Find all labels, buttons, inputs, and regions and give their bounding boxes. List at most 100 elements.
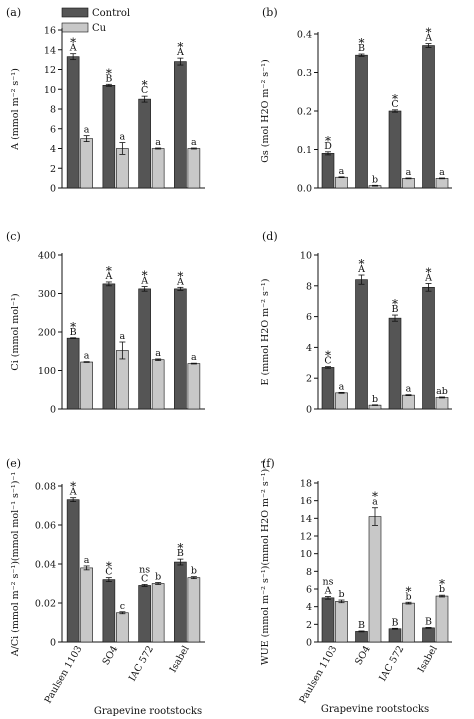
bar-control-3 xyxy=(138,585,151,643)
significance-letter: A xyxy=(357,264,365,275)
significance-letter: c xyxy=(120,601,125,612)
significance-letter: C xyxy=(141,85,148,96)
significance-letter: B xyxy=(425,616,432,627)
y-tick-label: 12 xyxy=(300,532,312,543)
y-tick-label: 0.02 xyxy=(35,599,56,610)
y-tick-label: 6 xyxy=(50,124,56,135)
panel-label: (c) xyxy=(6,230,21,243)
x-axis-title-right: Grapevine rootstocks xyxy=(321,704,429,715)
y-tick-label: 0 xyxy=(306,638,312,649)
bar-cu-4 xyxy=(435,178,449,189)
significance-letter: a xyxy=(84,125,90,136)
category-label: Paulsen 1103 xyxy=(43,644,85,705)
bar-control-1 xyxy=(66,499,80,643)
y-tick-label: 0 xyxy=(50,184,56,195)
significance-mark: * xyxy=(70,480,76,494)
bar-control-3 xyxy=(138,288,151,410)
y-tick-label: 16 xyxy=(300,496,312,507)
significance-mark: ns xyxy=(139,564,150,575)
bar-control-4 xyxy=(422,287,435,410)
y-axis-title: WUE (mmol m⁻² s⁻¹)(mmol H2O m⁻² s⁻¹)⁻¹ xyxy=(260,460,271,665)
y-tick-label: 0.4 xyxy=(297,30,312,41)
bar-cu-1 xyxy=(335,176,348,189)
bar-cu-4 xyxy=(435,595,449,643)
x-axis-title-left: Grapevine rootstocks xyxy=(94,706,202,717)
bar-cu-1 xyxy=(335,601,348,643)
significance-letter: a xyxy=(406,167,412,178)
significance-letter: B xyxy=(70,327,77,338)
significance-letter: b xyxy=(338,589,344,600)
panel-label: (d) xyxy=(262,230,278,243)
bar-cu-3 xyxy=(402,394,415,410)
bar-cu-3 xyxy=(151,148,165,189)
bar-cu-3 xyxy=(151,583,165,643)
significance-letter: b xyxy=(439,584,445,595)
significance-letter: a xyxy=(155,137,161,148)
bar-control-4 xyxy=(422,45,435,189)
significance-letter: B xyxy=(392,304,399,315)
significance-letter: C xyxy=(141,573,148,584)
y-tick-label: 16 xyxy=(44,26,56,37)
significance-letter: b xyxy=(155,572,161,583)
y-tick-label: 0.3 xyxy=(297,68,312,79)
significance-letter: C xyxy=(391,99,398,110)
panel-label: (f) xyxy=(262,457,275,470)
y-tick-label: 6 xyxy=(306,585,312,596)
significance-letter: A xyxy=(69,43,77,54)
bar-control-3 xyxy=(388,110,402,189)
bar-control-2 xyxy=(355,54,368,189)
significance-mark: * xyxy=(106,560,112,574)
y-tick-label: 4 xyxy=(50,144,56,155)
significance-mark: * xyxy=(372,490,378,504)
significance-mark: * xyxy=(406,584,412,598)
significance-letter: B xyxy=(177,548,184,559)
y-tick-label: 300 xyxy=(38,289,56,300)
y-axis-title: Ci (mmol mol⁻¹) xyxy=(10,293,21,370)
y-tick-label: 10 xyxy=(300,549,312,560)
y-tick-label: 400 xyxy=(38,251,56,262)
bar-control-4 xyxy=(174,288,187,410)
y-tick-label: 0 xyxy=(50,405,56,416)
bar-control-4 xyxy=(174,561,187,643)
significance-letter: C xyxy=(105,567,112,578)
category-label: IAC 572 xyxy=(127,644,156,683)
significance-mark: * xyxy=(106,264,112,278)
significance-letter: a xyxy=(406,384,412,395)
significance-letter: b xyxy=(372,174,378,185)
y-tick-label: 8 xyxy=(306,567,312,578)
significance-letter: a xyxy=(439,167,445,178)
significance-letter: A xyxy=(69,487,77,498)
significance-letter: B xyxy=(358,43,365,54)
panel-6: (f) 0 2 4 6 8 10 12 14 16 18 WUE (mmol m⁻² s⁻¹)(mmo… xyxy=(260,457,452,705)
bar-control-1 xyxy=(66,337,80,410)
y-tick-label: 6 xyxy=(306,312,312,323)
category-label: SO4 xyxy=(101,644,121,667)
y-tick-label: 2 xyxy=(306,620,312,631)
significance-mark: * xyxy=(359,257,365,271)
y-tick-label: 10 xyxy=(300,251,312,262)
bar-control-1 xyxy=(66,56,80,189)
significance-letter: a xyxy=(155,348,161,359)
legend: Control Cu xyxy=(61,7,130,34)
bar-control-3 xyxy=(388,628,402,643)
significance-letter: A xyxy=(176,47,184,58)
category-label: Isabel xyxy=(416,644,440,675)
bar-cu-1 xyxy=(335,392,348,410)
category-label: Isabel xyxy=(168,644,192,675)
y-tick-label: 2 xyxy=(50,164,56,175)
significance-mark: * xyxy=(392,92,398,106)
category-label: IAC 572 xyxy=(377,644,406,683)
y-tick-label: 0 xyxy=(306,405,312,416)
category-label: SO4 xyxy=(353,644,373,667)
significance-letter: A xyxy=(104,271,112,282)
significance-letter: a xyxy=(84,351,90,362)
significance-letter: a xyxy=(339,381,345,392)
y-tick-label: 0.08 xyxy=(35,482,56,493)
significance-letter: b xyxy=(191,566,197,577)
significance-mark: * xyxy=(142,78,148,92)
y-tick-label: 14 xyxy=(300,514,312,525)
significance-letter: A xyxy=(140,276,148,287)
bar-cu-2 xyxy=(368,516,382,643)
